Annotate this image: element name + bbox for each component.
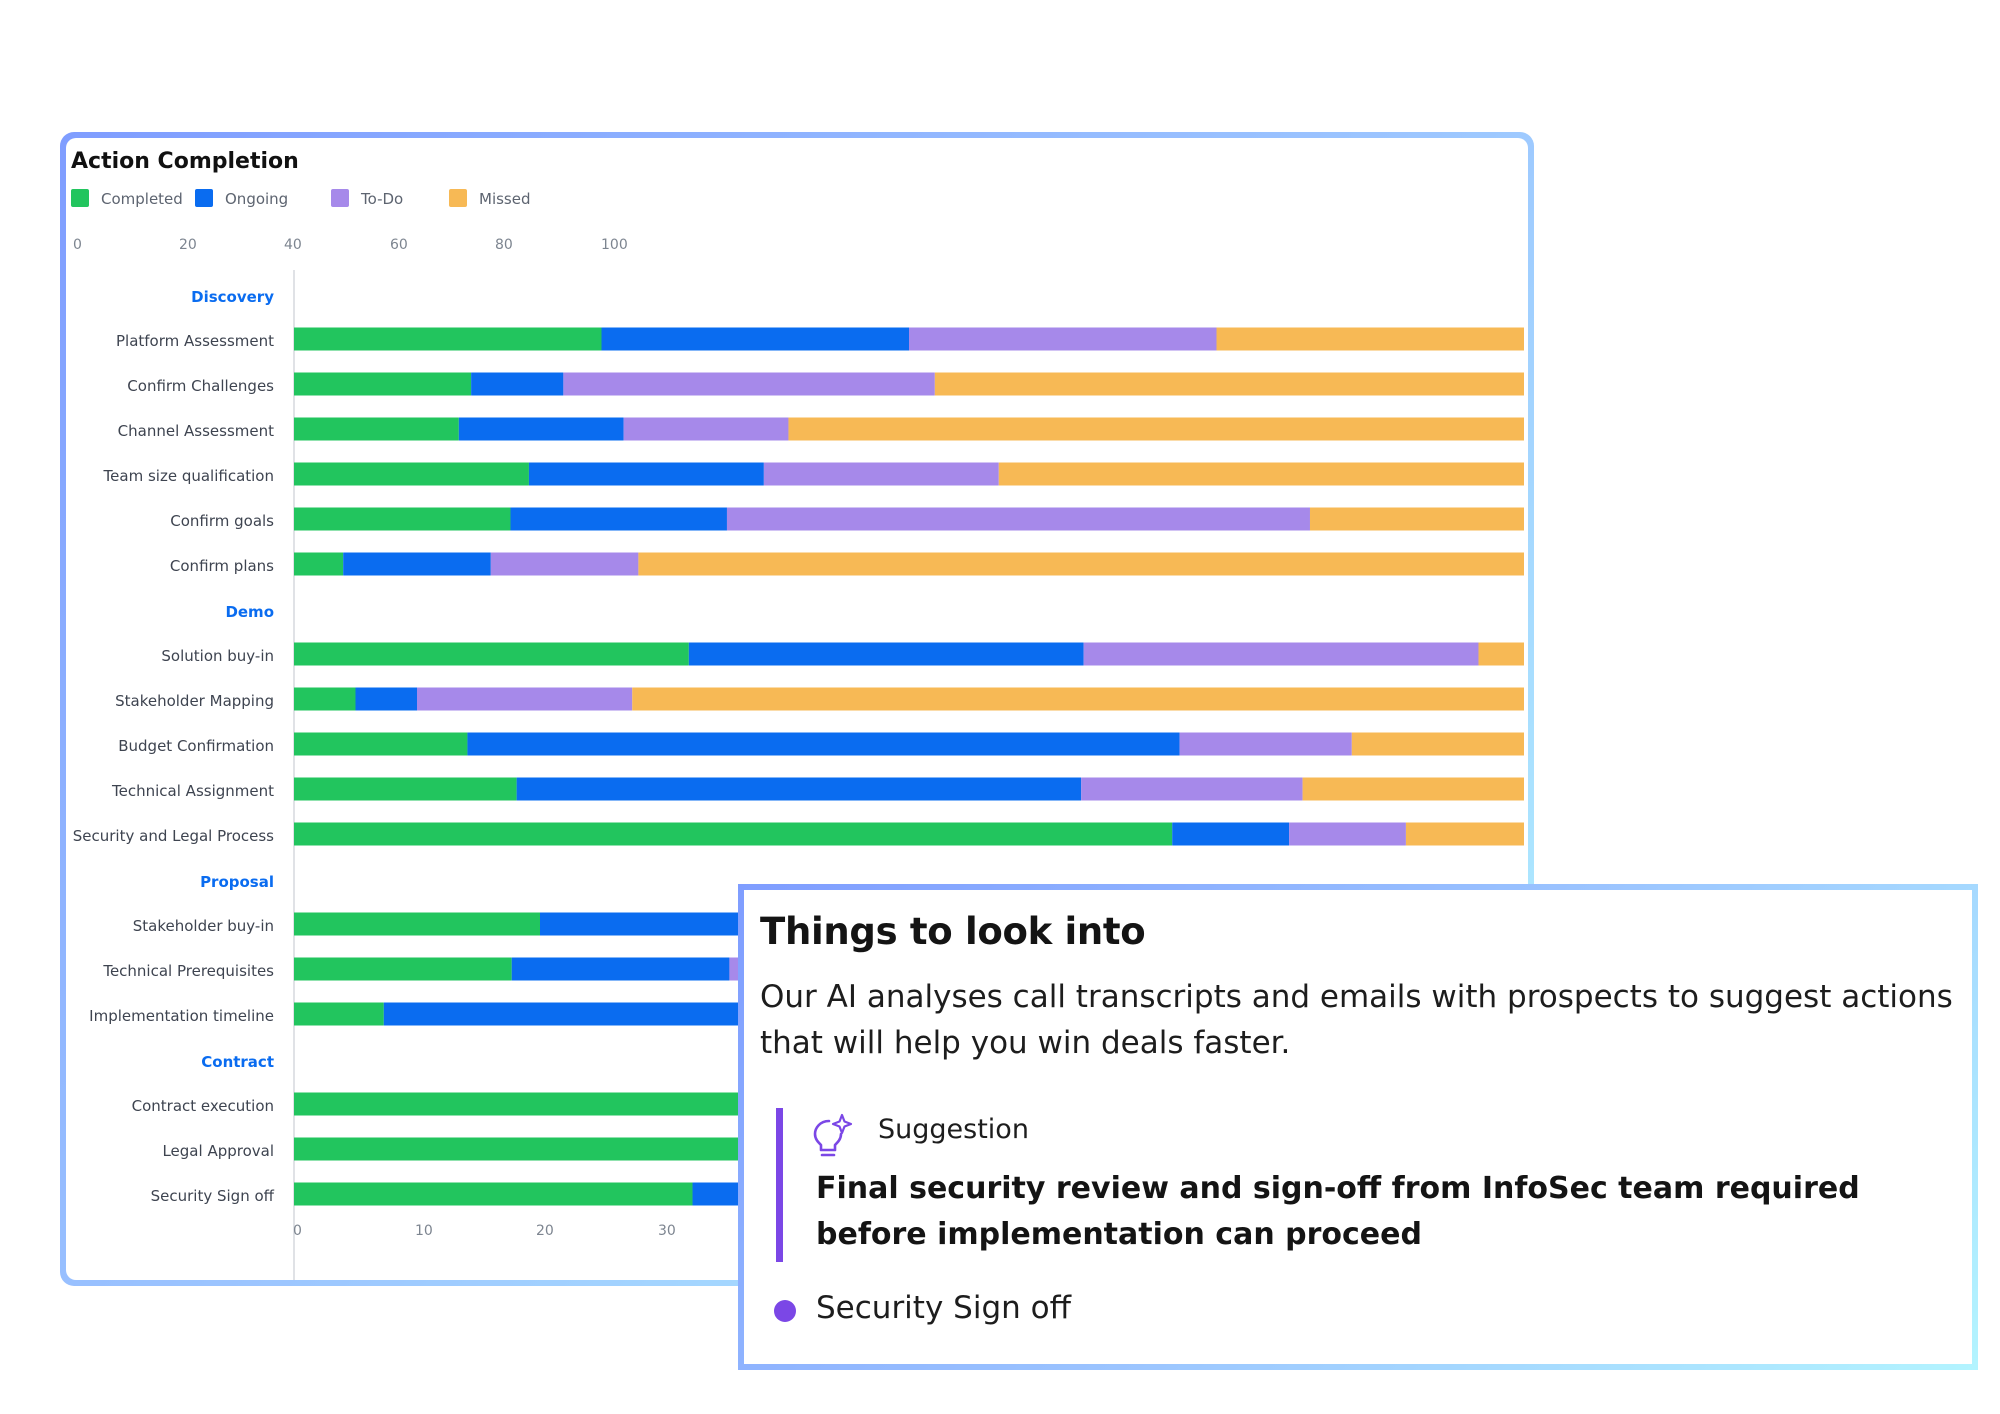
bar-segment-completed	[294, 327, 602, 351]
panel-description: Our AI analyses call transcripts and ema…	[760, 979, 1953, 1061]
bar-segment-missed	[1478, 642, 1524, 666]
top-axis-tick: 100	[601, 237, 628, 253]
bar-segment-missed	[788, 417, 1524, 441]
bar-segment-missed	[1405, 822, 1524, 846]
bar-segment-missed	[1351, 732, 1524, 756]
bar-segment-missed	[1302, 777, 1524, 801]
bar-segment-to-do	[563, 372, 935, 396]
row-label: Platform Assessment	[116, 332, 274, 350]
bar-segment-missed	[638, 552, 1524, 576]
bottom-axis-tick: 30	[658, 1223, 676, 1239]
legend-swatch-completed	[71, 189, 89, 207]
bar-segment-completed	[294, 417, 459, 441]
bar-segment-ongoing	[510, 507, 727, 531]
top-axis-tick: 60	[390, 237, 408, 253]
bar-segment-missed	[1216, 327, 1524, 351]
bar-segment-completed	[294, 777, 517, 801]
row-label: Team size qualification	[103, 467, 274, 485]
bar-segment-completed	[294, 957, 512, 981]
bar-segment-completed	[294, 642, 689, 666]
row-label: Security Sign off	[151, 1187, 275, 1205]
bar-segment-completed	[294, 552, 344, 576]
row-label: Stakeholder Mapping	[115, 692, 274, 710]
bar-segment-to-do	[726, 507, 1310, 531]
top-axis-tick: 20	[179, 237, 197, 253]
bar-segment-completed	[294, 372, 472, 396]
bar-segment-completed	[294, 462, 529, 486]
group-label-contract: Contract	[201, 1053, 274, 1071]
bar-segment-ongoing	[688, 642, 1084, 666]
bar-segment-ongoing	[528, 462, 764, 486]
bar-segment-ongoing	[511, 957, 730, 981]
bar-segment-completed	[294, 1002, 384, 1026]
bar-segment-missed	[998, 462, 1524, 486]
row-label: Channel Assessment	[118, 422, 274, 440]
group-label-proposal: Proposal	[200, 873, 274, 891]
bar-segment-ongoing	[458, 417, 624, 441]
bottom-axis-tick: 0	[293, 1223, 302, 1239]
bar-segment-ongoing	[355, 687, 417, 711]
bar-segment-missed	[1309, 507, 1524, 531]
row-label: Technical Prerequisites	[102, 962, 274, 980]
bar-segment-to-do	[909, 327, 1217, 351]
bar-segment-ongoing	[467, 732, 1180, 756]
bar-segment-ongoing	[601, 327, 909, 351]
row-label: Implementation timeline	[89, 1007, 274, 1025]
bottom-axis-tick: 20	[536, 1223, 554, 1239]
panel-title: Things to look into	[760, 910, 1146, 953]
legend-label-ongoing: Ongoing	[225, 190, 288, 208]
tag-label[interactable]: Security Sign off	[816, 1290, 1071, 1326]
legend-swatch-missed	[449, 189, 467, 207]
suggestion-accent-bar	[776, 1108, 783, 1262]
legend-label-to-do: To-Do	[360, 190, 403, 208]
lightbulb-sparkle-icon	[813, 1113, 853, 1157]
row-label: Solution buy-in	[161, 647, 274, 665]
row-label: Confirm plans	[170, 557, 274, 575]
row-label: Confirm goals	[170, 512, 274, 530]
bottom-axis-tick: 10	[415, 1223, 433, 1239]
bar-segment-to-do	[1081, 777, 1303, 801]
legend-label-completed: Completed	[101, 190, 183, 208]
bar-segment-to-do	[1083, 642, 1479, 666]
row-label: Stakeholder buy-in	[133, 917, 274, 935]
row-label: Technical Assignment	[111, 782, 274, 800]
bar-segment-completed	[294, 1182, 693, 1206]
bar-segment-ongoing	[471, 372, 564, 396]
bar-segment-ongoing	[1172, 822, 1290, 846]
row-label: Legal Approval	[162, 1142, 274, 1160]
bar-segment-to-do	[763, 462, 999, 486]
bar-segment-ongoing	[343, 552, 491, 576]
bar-segment-missed	[934, 372, 1524, 396]
legend-swatch-to-do	[331, 189, 349, 207]
bar-segment-completed	[294, 687, 356, 711]
top-axis-tick: 0	[73, 237, 82, 253]
suggestion-label: Suggestion	[878, 1114, 1029, 1145]
bar-segment-missed	[632, 687, 1524, 711]
bar-segment-completed	[294, 732, 468, 756]
row-label: Budget Confirmation	[118, 737, 274, 755]
bar-segment-ongoing	[516, 777, 1082, 801]
row-label: Contract execution	[132, 1097, 274, 1115]
row-label: Confirm Challenges	[127, 377, 274, 395]
bar-segment-to-do	[623, 417, 789, 441]
top-axis-tick: 40	[284, 237, 302, 253]
suggestion-text: Final security review and sign-off from …	[816, 1171, 1860, 1252]
tag-dot	[774, 1300, 796, 1322]
group-label-discovery: Discovery	[191, 288, 274, 306]
things-to-look-into-panel: Things to look into Our AI analyses call…	[744, 890, 1972, 1364]
legend-swatch-ongoing	[195, 189, 213, 207]
things-to-look-into-card: Things to look into Our AI analyses call…	[738, 884, 1978, 1370]
bar-segment-to-do	[1289, 822, 1406, 846]
group-label-demo: Demo	[225, 603, 274, 621]
bar-segment-completed	[294, 507, 511, 531]
row-label: Security and Legal Process	[73, 827, 274, 845]
bar-segment-to-do	[417, 687, 633, 711]
bar-segment-completed	[294, 822, 1173, 846]
bar-segment-to-do	[1179, 732, 1352, 756]
legend-label-missed: Missed	[479, 190, 531, 208]
bar-segment-completed	[294, 912, 540, 936]
bar-segment-to-do	[490, 552, 639, 576]
chart-title: Action Completion	[71, 149, 299, 174]
top-axis-tick: 80	[495, 237, 513, 253]
